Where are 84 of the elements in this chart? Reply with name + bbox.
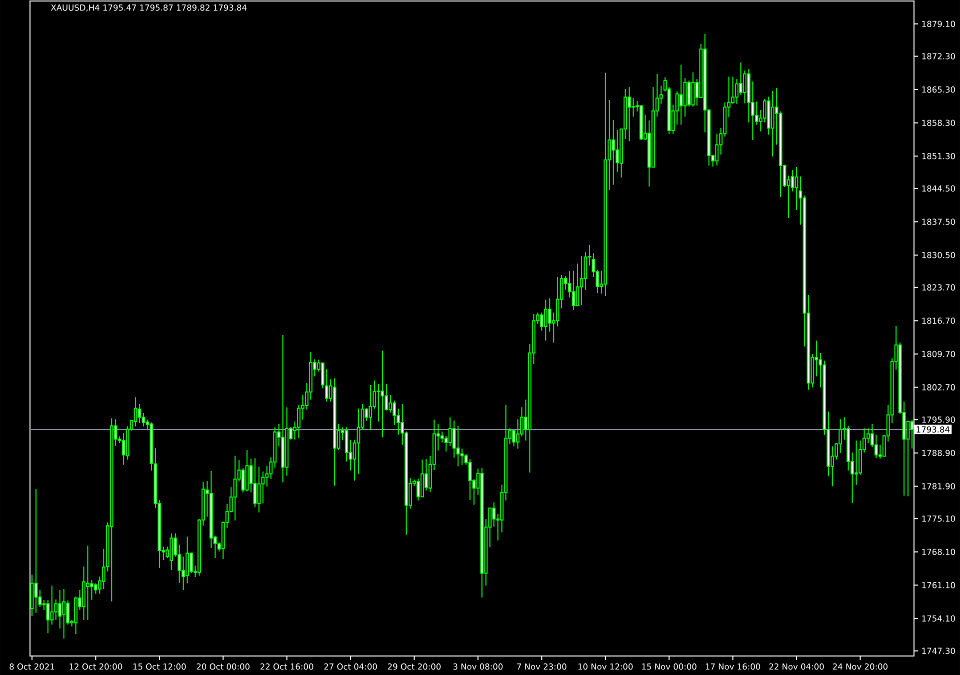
candlestick — [190, 552, 193, 574]
y-tick-label: 1837.50 — [922, 218, 955, 225]
y-tick-label: 1844.50 — [922, 185, 955, 192]
y-tick-label: 1775.10 — [922, 515, 955, 522]
candlestick — [516, 418, 520, 450]
candlestick — [612, 119, 616, 186]
candlestick — [544, 299, 548, 342]
y-tick-label: 1781.90 — [922, 483, 955, 490]
candlestick — [170, 532, 174, 570]
candlestick — [134, 396, 138, 427]
candlestick — [297, 404, 300, 439]
y-tick-label: 1788.90 — [922, 450, 955, 456]
candlestick — [257, 466, 261, 513]
y-tick-label: 1823.70 — [922, 284, 955, 291]
candlestick — [456, 425, 460, 467]
x-tick-label: 7 Nov 23:00 — [517, 663, 566, 670]
candlestick — [233, 455, 237, 521]
candlestick — [376, 383, 380, 422]
candlestick — [874, 434, 878, 459]
candlestick — [241, 468, 245, 493]
y-tick-label: 1879.10 — [922, 20, 955, 28]
x-tick-label: 22 Nov 04:00 — [769, 663, 824, 670]
candlestick — [794, 166, 798, 210]
x-tick-label: 27 Oct 04:00 — [324, 663, 377, 670]
candlestick — [735, 78, 738, 104]
candlestick — [715, 133, 719, 166]
candlestick — [576, 263, 580, 306]
y-tick-label: 1809.70 — [922, 350, 955, 358]
x-tick-label: 20 Oct 00:00 — [196, 663, 250, 670]
y-tick-label: 1754.10 — [922, 615, 955, 622]
candlestick — [540, 312, 544, 332]
candlestick — [556, 276, 560, 327]
y-tick-label: 1830.50 — [922, 252, 955, 258]
x-tick-label: 17 Nov 16:00 — [706, 663, 760, 670]
candlestick — [122, 432, 126, 466]
candlestick — [584, 252, 588, 290]
y-tick-label: 1802.70 — [922, 384, 955, 390]
x-tick-label: 22 Oct 16:00 — [260, 663, 314, 670]
candlestick — [368, 384, 372, 430]
candlestick — [90, 579, 94, 600]
x-tick-label: 12 Oct 20:00 — [70, 663, 122, 670]
candlestick — [46, 599, 50, 634]
candlestick — [58, 589, 62, 629]
ref-line-label: 1793.84 — [916, 426, 950, 433]
x-tick-label: 3 Nov 08:00 — [453, 663, 503, 670]
y-tick-label: 1858.30 — [922, 120, 955, 126]
candlestick — [261, 470, 265, 504]
x-tick-label: 10 Nov 12:00 — [578, 663, 633, 670]
candlestick — [253, 458, 257, 508]
candlestick — [388, 394, 392, 413]
candlestick — [420, 459, 424, 498]
candlestick — [460, 448, 464, 466]
candlestick — [142, 412, 146, 427]
x-tick-label: 8 Oct 2021 — [10, 663, 54, 670]
y-tick-label: 1795.90 — [922, 416, 955, 423]
candlestick — [448, 416, 452, 446]
candlestick — [86, 545, 90, 620]
candlestick — [138, 403, 142, 424]
candlestick — [770, 90, 774, 158]
x-tick-label: 15 Nov 00:00 — [642, 663, 696, 670]
candlestick — [687, 80, 691, 108]
candlestick — [854, 440, 858, 486]
y-tick-label: 1768.10 — [922, 548, 955, 555]
candlestick — [62, 588, 66, 639]
x-tick-label: 15 Oct 12:00 — [133, 663, 186, 670]
y-tick-label: 1747.30 — [922, 648, 955, 654]
chart-title: XAUUSD,H4 1795.47 1795.87 1789.82 1793.84 — [50, 4, 247, 12]
candlestick — [512, 428, 516, 447]
y-tick-label: 1851.30 — [922, 152, 955, 160]
y-tick-label: 1816.70 — [922, 318, 955, 324]
candlestick — [50, 585, 54, 626]
candlestick — [628, 86, 631, 142]
candlestick — [380, 350, 384, 438]
candlestick — [790, 169, 794, 192]
candlestick — [691, 72, 695, 108]
y-tick-label: 1761.10 — [922, 582, 955, 588]
x-tick-label: 24 Nov 20:00 — [832, 663, 888, 670]
candlestick — [632, 98, 635, 118]
y-tick-label: 1872.30 — [922, 53, 955, 60]
candlestick — [492, 502, 496, 528]
y-tick-label: 1865.30 — [922, 86, 955, 93]
candlestick — [572, 270, 576, 310]
x-tick-label: 29 Oct 20:00 — [388, 663, 441, 670]
candlestick — [580, 256, 584, 306]
